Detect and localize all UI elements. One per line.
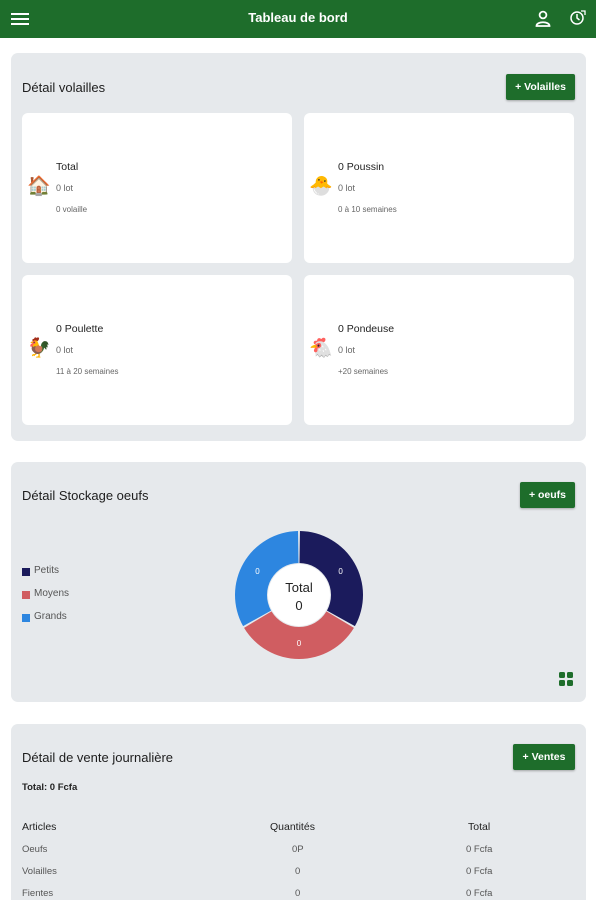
legend-item-moyens: Moyens (22, 588, 142, 602)
row-article: Volailles (22, 866, 57, 877)
col-header-articles: Articles (22, 821, 57, 833)
ventes-title: Détail de vente journalière (22, 750, 174, 765)
row-quantite: 0P (292, 844, 304, 855)
legend-label: Moyens (34, 588, 70, 599)
donut-value-label: 0 (338, 567, 343, 576)
pullet-icon: 🐓 (27, 338, 51, 359)
card-lots: 0 lot (338, 183, 356, 193)
chick-icon: 🐣 (309, 176, 333, 197)
henhouse-icon: 🏠 (27, 176, 51, 197)
card-detail: +20 semaines (338, 367, 389, 376)
card-lots: 0 lot (56, 345, 74, 355)
donut-center-label: Total (285, 580, 313, 595)
row-total: 0 Fcfa (466, 844, 493, 855)
legend-label: Grands (34, 611, 67, 622)
add-ventes-button[interactable]: + Ventes (513, 744, 575, 770)
legend-swatch (22, 591, 30, 599)
menu-icon[interactable] (11, 11, 29, 27)
row-quantite: 0 (295, 888, 301, 899)
donut-value-label: 0 (255, 567, 260, 576)
hen-icon: 🐔 (309, 338, 333, 359)
card-total[interactable]: 🏠 Total 0 lot 0 volaille (22, 113, 292, 263)
card-detail: 0 volaille (56, 205, 88, 214)
volailles-section: Détail volailles + Volailles 🏠 Total 0 l… (11, 53, 586, 441)
add-volailles-button[interactable]: + Volailles (506, 74, 575, 100)
row-total: 0 Fcfa (466, 888, 493, 899)
legend-item-petits: Petits (22, 565, 142, 579)
donut-center-value: 0 (295, 598, 302, 613)
col-header-quantites: Quantités (270, 821, 315, 833)
card-lots: 0 lot (338, 345, 356, 355)
card-detail: 0 à 10 semaines (338, 205, 397, 214)
row-total: 0 Fcfa (466, 866, 493, 877)
legend-label: Petits (34, 565, 60, 576)
donut-hole (268, 564, 330, 626)
grid-view-icon[interactable] (559, 672, 573, 686)
donut-slice-moyens (244, 611, 354, 659)
history-icon[interactable] (569, 9, 587, 27)
card-poulette[interactable]: 🐓 0 Poulette 0 lot 11 à 20 semaines (22, 275, 292, 425)
row-article: Fientes (22, 888, 54, 899)
legend-swatch (22, 568, 30, 576)
row-quantite: 0 (295, 866, 301, 877)
app-bar: Tableau de bord (0, 0, 596, 38)
card-name: 0 Poussin (338, 161, 385, 173)
legend-swatch (22, 614, 30, 622)
donut-value-label: 0 (297, 639, 302, 648)
page-title: Tableau de bord (248, 10, 348, 25)
card-name: 0 Pondeuse (338, 323, 395, 335)
ventes-total: Total: 0 Fcfa (22, 782, 78, 793)
ventes-section: Détail de vente journalière + Ventes Tot… (11, 724, 586, 900)
stockage-section: Détail Stockage oeufs + oeufs Petits Moy… (11, 462, 586, 702)
eggs-donut-chart: 0 0 0 Total 0 (235, 531, 363, 659)
volailles-title: Détail volailles (22, 80, 106, 95)
card-poussin[interactable]: 🐣 0 Poussin 0 lot 0 à 10 semaines (304, 113, 574, 263)
card-lots: 0 lot (56, 183, 74, 193)
stockage-title: Détail Stockage oeufs (22, 488, 149, 503)
col-header-total: Total (468, 821, 491, 833)
donut-slice-petits (299, 531, 363, 627)
donut-slice-grands (235, 531, 299, 627)
card-name: 0 Poulette (56, 323, 104, 335)
card-detail: 11 à 20 semaines (56, 367, 119, 376)
card-name: Total (56, 161, 79, 173)
user-icon[interactable] (535, 10, 551, 28)
legend-item-grands: Grands (22, 611, 142, 625)
card-pondeuse[interactable]: 🐔 0 Pondeuse 0 lot +20 semaines (304, 275, 574, 425)
add-oeufs-button[interactable]: + oeufs (520, 482, 575, 508)
row-article: Oeufs (22, 844, 48, 855)
